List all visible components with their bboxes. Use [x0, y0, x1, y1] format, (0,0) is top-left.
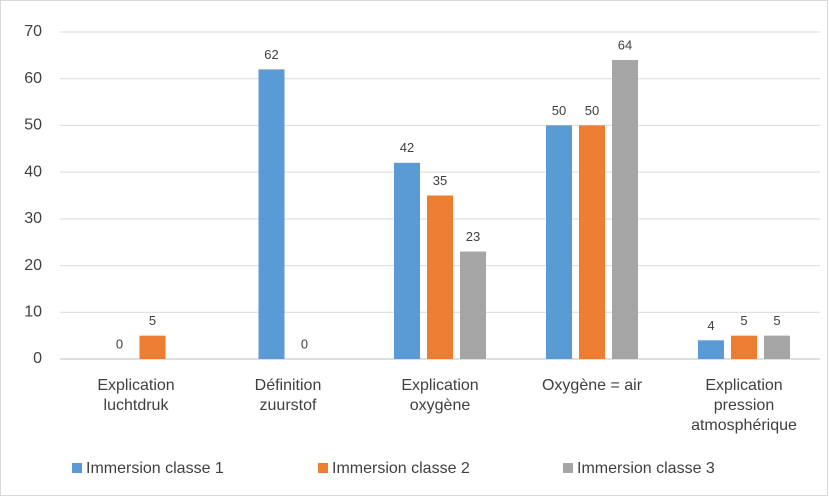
bar	[394, 162, 420, 359]
legend-label: Immersion classe 2	[332, 460, 470, 477]
y-tick-label: 40	[24, 163, 42, 180]
x-tick-label: Définition zuurstof	[255, 377, 322, 414]
data-label: 64	[618, 37, 632, 52]
data-label: 35	[433, 173, 447, 188]
bar	[460, 251, 486, 359]
data-label: 0	[116, 336, 123, 351]
bar	[258, 69, 285, 359]
y-tick-label: 50	[24, 117, 42, 134]
y-tick-label: 0	[33, 350, 42, 367]
y-tick-label: 10	[24, 304, 42, 321]
y-tick-label: 70	[24, 23, 42, 40]
bar	[698, 340, 724, 359]
legend-swatch	[563, 463, 573, 473]
legend-swatch	[318, 463, 328, 473]
bar	[579, 125, 605, 359]
data-label: 4	[707, 318, 714, 333]
bar	[731, 335, 757, 359]
data-label: 42	[400, 140, 414, 155]
data-label: 5	[773, 313, 780, 328]
data-label: 5	[740, 313, 747, 328]
data-label: 50	[552, 103, 566, 118]
y-tick-label: 60	[24, 70, 42, 87]
legend-label: Immersion classe 1	[86, 460, 224, 477]
x-tick-label: Explication oxygène	[401, 377, 478, 414]
data-label: 23	[466, 229, 480, 244]
x-tick-label: Oxygène = air	[542, 377, 643, 394]
y-tick-label: 20	[24, 257, 42, 274]
x-tick-label: Explication pression atmosphérique	[691, 377, 797, 434]
data-label: 50	[585, 103, 599, 118]
data-label: 0	[301, 336, 308, 351]
bar	[139, 335, 166, 359]
y-tick-label: 30	[24, 210, 42, 227]
bar	[546, 125, 572, 359]
bar	[612, 60, 638, 360]
bar	[764, 335, 790, 359]
bar	[427, 195, 453, 359]
legend-label: Immersion classe 3	[577, 460, 715, 477]
x-tick-label: Explication luchtdruk	[97, 377, 174, 414]
legend-swatch	[72, 463, 82, 473]
data-label: 5	[149, 313, 156, 328]
data-label: 62	[264, 47, 278, 62]
